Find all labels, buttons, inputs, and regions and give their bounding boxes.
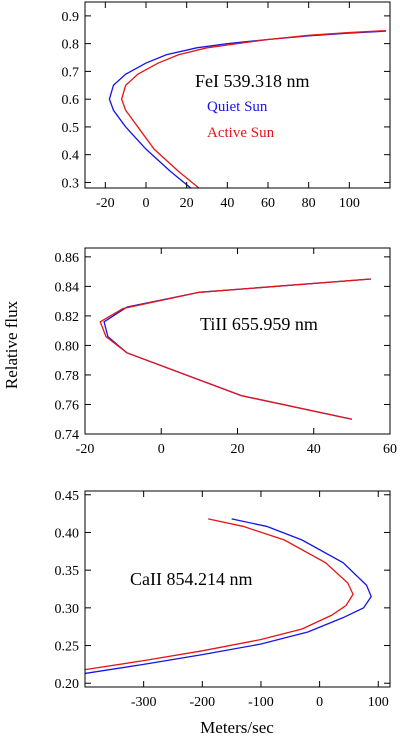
x-tick-label: 20: [231, 442, 245, 457]
y-tick-label: 0.3: [62, 176, 80, 191]
y-tick-label: 0.5: [62, 121, 80, 136]
x-tick-label: 100: [368, 695, 389, 710]
y-tick-label: 0.74: [55, 428, 80, 443]
y-tick-label: 0.6: [62, 93, 80, 108]
x-tick-label: -300: [131, 695, 157, 710]
x-tick-label: 0: [143, 196, 150, 211]
x-tick-label: -20: [76, 442, 95, 457]
legend-entry-quiet-sun: Quiet Sun: [207, 99, 268, 115]
y-tick-label: 0.40: [55, 526, 80, 541]
y-tick-label: 0.9: [62, 10, 80, 25]
y-tick-label: 0.86: [55, 251, 80, 266]
y-tick-label: 0.35: [55, 564, 80, 579]
chart-panel-3: -300 -200 -100 0 100 0.20 0.25 0.30 0.35 0.40 0.45…: [55, 489, 391, 710]
y-tick-label: 0.80: [55, 339, 80, 354]
y-axis-label: Relative flux: [2, 300, 21, 389]
x-tick-label: -100: [248, 695, 274, 710]
x-axis-label: Meters/sec: [200, 718, 274, 737]
series-line-active-sun: [85, 518, 354, 671]
x-tick-label: 20: [180, 196, 194, 211]
y-tick-label: 0.7: [62, 65, 80, 80]
y-tick-label: 0.82: [55, 310, 80, 325]
x-tick-label: 40: [307, 442, 321, 457]
y-tick-label: 0.78: [55, 369, 80, 384]
chart-panel-1: -20 0 20 40 60 80 100 0.3 0.4 0.5 0.6 0.7 0.8 0.9 FeI …: [62, 1, 391, 211]
x-tick-label: 60: [261, 196, 275, 211]
series-line-active-sun: [99, 278, 371, 420]
x-tick-label: -20: [96, 196, 115, 211]
x-tick-label: 40: [220, 196, 234, 211]
spectral-line-label: FeI 539.318 nm: [195, 71, 310, 91]
x-tick-label: -200: [189, 695, 215, 710]
x-tick-label: 80: [302, 196, 316, 211]
x-tick-label: 0: [158, 442, 165, 457]
series-line-active-sun: [120, 29, 386, 188]
x-tick-label: 0: [316, 695, 323, 710]
y-tick-label: 0.84: [55, 280, 80, 295]
plot-frame: [84, 490, 391, 688]
series-line-quiet-sun: [85, 518, 372, 675]
spectral-line-label: TiII 655.959 nm: [200, 314, 318, 334]
plot-frame: [84, 1, 391, 189]
x-tick-label: 60: [383, 442, 397, 457]
y-tick-label: 0.45: [55, 489, 80, 504]
y-tick-label: 0.20: [55, 677, 80, 692]
series-line-quiet-sun: [103, 278, 371, 420]
legend-entry-active-sun: Active Sun: [207, 125, 275, 141]
y-tick-label: 0.76: [55, 398, 80, 413]
plot-frame: [84, 247, 391, 435]
spectral-line-label: CaII 854.214 nm: [130, 569, 252, 589]
y-tick-label: 0.30: [55, 602, 80, 617]
chart-panel-2: -20 0 20 40 60 0.74 0.76 0.78 0.80 0.82 0.84 0.86 Ti…: [55, 247, 397, 457]
y-tick-label: 0.8: [62, 38, 80, 53]
x-tick-label: 100: [339, 196, 360, 211]
y-tick-label: 0.4: [62, 149, 80, 164]
y-tick-label: 0.25: [55, 640, 80, 655]
